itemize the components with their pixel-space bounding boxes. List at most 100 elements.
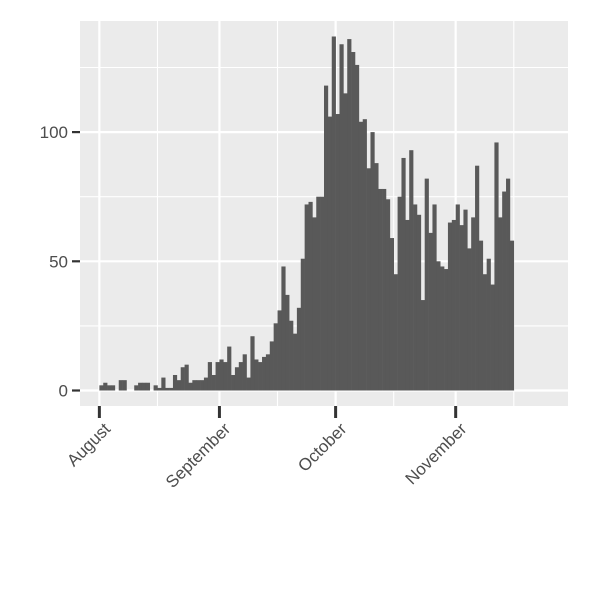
histogram-bar — [277, 310, 282, 391]
histogram-bar — [176, 380, 181, 391]
histogram-bar — [459, 225, 464, 391]
histogram-bar — [382, 188, 387, 391]
histogram-bar — [405, 219, 410, 391]
histogram-bar — [362, 119, 367, 391]
histogram-bar — [494, 142, 499, 391]
x-axis: August September October November — [63, 406, 471, 492]
histogram-bar — [490, 284, 495, 391]
histogram-bar — [184, 364, 189, 391]
y-tick-label: 100 — [40, 123, 68, 142]
x-tick-label: November — [402, 419, 471, 488]
histogram-bar — [347, 39, 352, 391]
histogram-bar — [385, 199, 391, 391]
histogram-bar — [447, 222, 453, 391]
histogram-bar — [293, 333, 298, 391]
histogram-bar — [393, 274, 398, 391]
histogram-bar — [320, 196, 325, 391]
histogram-bar — [300, 258, 305, 391]
histogram-bar — [428, 232, 433, 391]
histogram-bar — [118, 380, 123, 391]
histogram-bar — [316, 196, 321, 391]
histogram-bar — [172, 374, 178, 391]
histogram-bar — [285, 294, 290, 391]
histogram-bar — [99, 385, 104, 391]
y-axis: 0 50 100 — [40, 123, 80, 400]
histogram-bar — [413, 204, 418, 391]
histogram-bar — [331, 36, 336, 391]
histogram-bar — [219, 359, 224, 391]
histogram-bar — [269, 341, 274, 391]
histogram-bar — [478, 240, 484, 391]
histogram-bar — [370, 132, 375, 391]
histogram-bar — [444, 269, 449, 391]
histogram-bar — [351, 52, 356, 391]
histogram-bar — [335, 114, 340, 391]
histogram-bar — [250, 336, 255, 391]
histogram-bar — [389, 238, 395, 391]
histogram-bar — [165, 387, 170, 391]
histogram-bar — [231, 374, 236, 391]
histogram-bar — [358, 121, 364, 391]
histogram-bar — [157, 387, 162, 391]
histogram-bar — [467, 248, 472, 391]
histogram-bar — [289, 320, 294, 391]
histogram-bar — [463, 209, 468, 391]
x-tick-label: August — [63, 419, 114, 470]
histogram-bar — [327, 116, 333, 391]
histogram-bar — [354, 64, 360, 391]
histogram-bar — [138, 382, 143, 391]
histogram-bar — [258, 362, 263, 391]
histogram-bar — [374, 163, 379, 391]
histogram-bar — [242, 354, 247, 391]
histogram-bar — [498, 217, 503, 391]
histogram-bar — [262, 356, 267, 391]
histogram-bar — [509, 240, 515, 391]
histogram-bar — [161, 377, 166, 391]
histogram-bar — [343, 93, 348, 391]
histogram-bar — [420, 300, 425, 391]
histogram-bar — [254, 359, 259, 391]
histogram-bar — [103, 382, 108, 391]
histogram-bar — [180, 367, 185, 391]
y-tick-label: 50 — [49, 252, 68, 271]
histogram-bar — [436, 261, 441, 391]
histogram-bar — [110, 385, 116, 391]
histogram-bar — [153, 385, 158, 391]
histogram-bar — [134, 385, 139, 391]
histogram-bar — [482, 274, 487, 391]
histogram-bar — [273, 323, 278, 391]
x-tick-label: October — [294, 419, 350, 475]
histogram-bar — [401, 157, 406, 391]
x-tick-label: September — [162, 419, 234, 491]
histogram-bar — [223, 362, 228, 391]
histogram-bar — [366, 168, 371, 391]
histogram-bar — [424, 178, 429, 391]
histogram-bar — [265, 354, 271, 391]
histogram-bar — [211, 374, 216, 391]
histogram-bar — [440, 266, 445, 391]
histogram-bar — [455, 204, 460, 391]
histogram-bar — [378, 188, 383, 391]
histogram-bar — [122, 380, 127, 391]
bars — [99, 36, 515, 391]
histogram-bar — [192, 380, 197, 391]
histogram-bar — [145, 382, 151, 391]
histogram-bar — [234, 367, 240, 391]
histogram-bar — [200, 380, 205, 391]
histogram-bar — [107, 385, 112, 391]
histogram-bar — [296, 307, 302, 391]
histogram-bar — [169, 387, 174, 391]
histogram-bar — [502, 191, 507, 391]
histogram-bar — [451, 219, 456, 391]
histogram-bar — [308, 201, 313, 391]
histogram-bar — [238, 362, 243, 391]
histogram-bar — [215, 362, 220, 391]
histogram-bar — [506, 178, 511, 391]
histogram-bar — [304, 204, 309, 391]
histogram-bar — [227, 346, 232, 391]
histogram-bar — [196, 380, 201, 391]
histogram-bar — [281, 266, 286, 391]
histogram-bar — [471, 217, 476, 391]
histogram-bar — [475, 165, 480, 391]
